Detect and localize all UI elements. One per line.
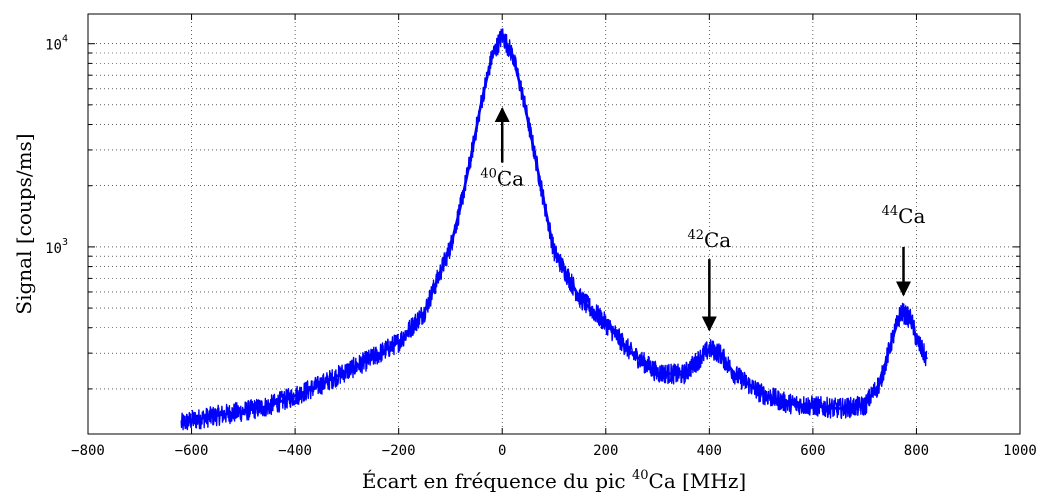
x-tick-label: 200 xyxy=(593,443,618,459)
grid-lines xyxy=(88,14,1020,434)
series-core-line xyxy=(180,33,928,425)
annotation-label: 40Ca xyxy=(480,167,524,191)
x-tick-label: −800 xyxy=(71,443,105,459)
x-axis-title: Écart en fréquence du pic 40Ca [MHz] xyxy=(362,468,746,493)
x-tick-label: 800 xyxy=(904,443,929,459)
series-line xyxy=(180,28,928,431)
x-tick-label: −600 xyxy=(175,443,209,459)
x-tick-label: 400 xyxy=(697,443,722,459)
y-tick-label: 103 xyxy=(45,237,68,257)
x-tick-label: 1000 xyxy=(1003,443,1037,459)
x-tick-label: 600 xyxy=(800,443,825,459)
x-tick-label: −200 xyxy=(382,443,416,459)
plot-frame xyxy=(87,13,1021,435)
annotation-label: 42Ca xyxy=(687,228,731,252)
data-series xyxy=(180,28,928,431)
annotations: 40Ca 42Ca 44Ca xyxy=(480,106,926,332)
x-tick-label: −400 xyxy=(278,443,312,459)
y-axis-title: Signal [coups/ms] xyxy=(12,133,36,314)
y-axis-ticks: 103 104 xyxy=(45,34,1020,390)
y-tick-label: 104 xyxy=(45,34,68,54)
x-tick-label: 0 xyxy=(498,443,506,459)
annotation-label: 44Ca xyxy=(882,204,926,228)
x-axis-ticks: −800 −600 −400 −200 0 200 400 600 800 1000 xyxy=(71,14,1037,459)
